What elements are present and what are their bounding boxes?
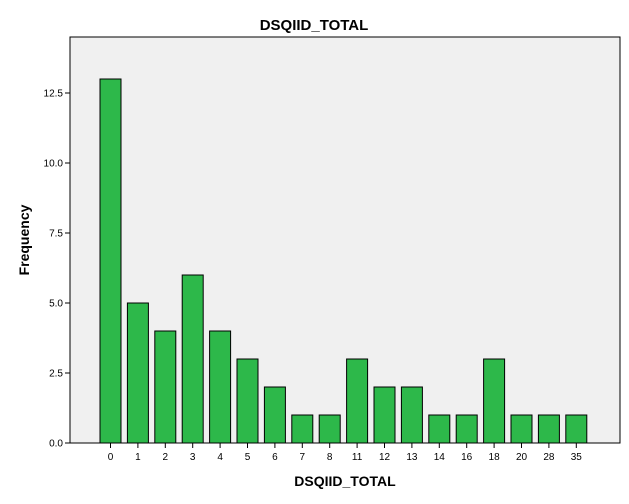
x-tick-label: 12	[379, 452, 391, 463]
chart-title: DSQIID_TOTAL	[260, 17, 369, 34]
bar-2	[154, 330, 177, 444]
bar-4	[209, 330, 232, 444]
bar-16	[455, 414, 478, 444]
y-tick-label: 2.5	[49, 369, 63, 380]
x-axis-label: DSQIID_TOTAL	[294, 473, 396, 489]
bar-18	[483, 358, 506, 444]
y-axis-label: Frequency	[16, 204, 32, 275]
bar-13	[400, 386, 423, 444]
bar-8	[318, 414, 341, 444]
y-tick-label: 10.0	[44, 159, 64, 170]
bar-20	[510, 414, 533, 444]
bar-35	[565, 414, 588, 444]
y-tick-label: 7.5	[49, 229, 63, 240]
x-tick-label: 0	[108, 452, 114, 463]
y-tick-label: 0.0	[49, 439, 63, 450]
y-tick-label: 5.0	[49, 299, 63, 310]
bars-group	[99, 78, 588, 444]
bar-5	[236, 358, 259, 444]
x-tick-label: 13	[406, 452, 418, 463]
bar-28	[537, 414, 560, 444]
x-tick-label: 6	[272, 452, 278, 463]
bar-7	[291, 414, 314, 444]
x-tick-label: 5	[245, 452, 251, 463]
x-tick-label: 18	[489, 452, 501, 463]
y-axis: 0.0 2.5 5.0 7.5 10.0 12.5	[44, 89, 70, 450]
bar-1	[126, 302, 149, 444]
y-tick-label: 12.5	[44, 89, 64, 100]
bar-14	[428, 414, 451, 444]
x-tick-label: 20	[516, 452, 528, 463]
bar-11	[346, 358, 369, 444]
x-tick-label: 28	[543, 452, 555, 463]
x-axis: 0 1 2 3 4 5 6 7 8 11 12 13 14 16 18 20 28 35	[108, 443, 583, 463]
bar-12	[373, 386, 396, 444]
bar-0	[99, 78, 122, 444]
x-tick-label: 16	[461, 452, 473, 463]
x-tick-label: 1	[135, 452, 141, 463]
x-tick-label: 14	[434, 452, 446, 463]
bar-6	[263, 386, 286, 444]
x-tick-label: 4	[217, 452, 223, 463]
x-tick-label: 35	[571, 452, 583, 463]
x-tick-label: 2	[163, 452, 169, 463]
plot-area	[69, 36, 621, 444]
bar-3	[181, 274, 204, 444]
x-tick-label: 11	[352, 452, 363, 463]
x-tick-label: 8	[327, 452, 333, 463]
x-tick-label: 3	[190, 452, 196, 463]
x-tick-label: 7	[300, 452, 306, 463]
